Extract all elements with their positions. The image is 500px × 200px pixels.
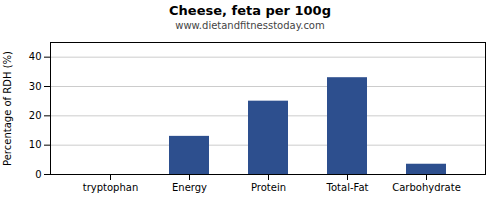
svg-text:Total-Fat: Total-Fat	[326, 182, 369, 193]
svg-text:0: 0	[35, 169, 41, 180]
svg-text:Percentage of RDH (%): Percentage of RDH (%)	[2, 51, 13, 166]
svg-text:tryptophan: tryptophan	[83, 182, 139, 193]
html-text:Cheese, feta per 100g: Cheese, feta per 100g	[169, 3, 331, 18]
html-text:www.dietandfitnesstoday.com: www.dietandfitnesstoday.com	[175, 20, 325, 31]
svg-text:Carbohydrate: Carbohydrate	[392, 182, 461, 193]
svg-text:Protein: Protein	[251, 182, 286, 193]
svg-text:30: 30	[29, 81, 42, 92]
svg-text:40: 40	[29, 51, 42, 62]
svg-text:10: 10	[29, 139, 42, 150]
svg-text:20: 20	[29, 110, 42, 121]
svg-text:Energy: Energy	[172, 182, 207, 193]
